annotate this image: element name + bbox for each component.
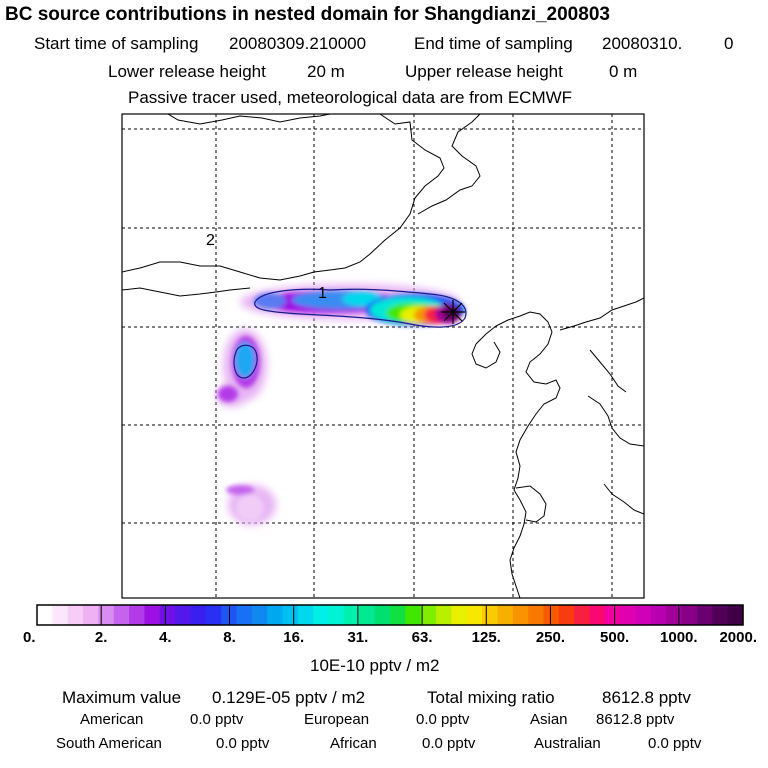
contour-label-1: 1 — [318, 285, 327, 302]
colorbar-swatch — [620, 605, 637, 625]
colorbar-tick-label: 125. — [472, 629, 501, 646]
tracer-note: Passive tracer used, meteorological data… — [128, 88, 573, 107]
region-american-value: 0.0 pptv — [190, 711, 244, 728]
colorbar-swatch — [113, 605, 130, 625]
colorbar-tick-label: 1000. — [660, 629, 698, 646]
colorbar-swatch — [190, 605, 207, 625]
coastline — [122, 114, 644, 598]
colorbar-swatch — [175, 605, 192, 625]
colorbar-swatch — [574, 605, 591, 625]
colorbar-swatch — [635, 605, 652, 625]
colorbar-swatch — [343, 605, 360, 625]
colorbar-swatch — [328, 605, 345, 625]
colorbar-swatch — [420, 605, 437, 625]
region-asian-name: Asian — [530, 711, 568, 728]
colorbar-swatch — [282, 605, 299, 625]
colorbar-swatch — [681, 605, 698, 625]
upper-height-label: Upper release height — [405, 62, 563, 81]
region-european-name: European — [304, 711, 370, 728]
colorbar-tick-label: 500. — [600, 629, 629, 646]
colorbar-swatch — [144, 605, 161, 625]
contour-label-2: 2 — [206, 232, 215, 249]
colorbar-unit: 10E-10 pptv / m2 — [310, 656, 440, 675]
colorbar-swatch — [666, 605, 683, 625]
colorbar-swatch — [712, 605, 729, 625]
upper-height-value: 0 m — [609, 62, 638, 81]
end-time-label: End time of sampling — [414, 34, 573, 53]
colorbar-swatch — [696, 605, 713, 625]
region-south-american-value: 0.0 pptv — [216, 735, 270, 752]
total-mixing-value: 8612.8 pptv — [602, 688, 691, 707]
colorbar-swatch — [650, 605, 667, 625]
max-value: 0.129E-05 pptv / m2 — [212, 688, 366, 707]
colorbar-tick-label: 2. — [95, 629, 108, 646]
colorbar-swatch — [129, 605, 146, 625]
station-cross-icon — [441, 300, 465, 324]
colorbar-tick-label: 250. — [536, 629, 565, 646]
total-mixing-label: Total mixing ratio — [427, 688, 555, 707]
colorbar-swatch — [727, 605, 744, 625]
colorbar-swatch — [436, 605, 452, 625]
colorbar-tick-label: 8. — [223, 629, 236, 646]
graticule — [122, 114, 644, 598]
colorbar-swatch — [405, 605, 422, 625]
region-african-name: African — [330, 735, 377, 752]
colorbar-swatch — [297, 605, 314, 625]
colorbar-swatch — [359, 605, 376, 625]
colorbar-swatch — [466, 605, 483, 625]
colorbar-swatch — [67, 605, 84, 625]
start-time-label: Start time of sampling — [34, 34, 199, 53]
colorbar-swatch — [604, 605, 621, 625]
colorbar-swatch — [83, 605, 99, 625]
lower-height-label: Lower release height — [108, 62, 266, 81]
region-american-name: American — [80, 711, 144, 728]
region-african-value: 0.0 pptv — [422, 735, 476, 752]
colorbar-tick-label: 63. — [412, 629, 433, 646]
colorbar-swatch — [52, 605, 69, 625]
colorbar-swatch — [267, 605, 284, 625]
region-south-american-name: South American — [56, 735, 162, 752]
colorbar-tick-label: 16. — [283, 629, 304, 646]
colorbar-tick-label: 2000. — [719, 629, 757, 646]
colorbar-swatch — [37, 605, 53, 625]
colorbar-swatch — [589, 605, 606, 625]
colorbar-swatch — [482, 605, 499, 625]
colorbar-swatch — [451, 605, 468, 625]
map-frame — [121, 113, 645, 599]
colorbar-swatch — [512, 605, 529, 625]
colorbar-swatch — [159, 605, 176, 625]
end-time-value: 20080310. — [602, 34, 683, 53]
colorbar-swatch — [528, 605, 545, 625]
lower-height-value: 20 m — [307, 62, 345, 81]
region-asian-value: 8612.8 pptv — [596, 711, 675, 728]
colorbar-swatch — [313, 605, 330, 625]
end-time-extra: 0 — [724, 34, 734, 53]
colorbar-swatch — [374, 605, 391, 625]
colorbar-swatch — [543, 605, 560, 625]
colorbar-tick-label: 4. — [159, 629, 172, 646]
colorbar-swatch — [497, 605, 514, 625]
colorbar-swatch — [236, 605, 253, 625]
region-australian-name: Australian — [534, 735, 601, 752]
colorbar-swatch — [390, 605, 406, 625]
region-european-value: 0.0 pptv — [416, 711, 470, 728]
max-value-label: Maximum value — [62, 688, 182, 707]
start-time-value: 20080309.210000 — [229, 34, 367, 53]
colorbar-tick-label: 31. — [347, 629, 368, 646]
region-australian-value: 0.0 pptv — [648, 735, 702, 752]
colorbar-tick-label: 0. — [23, 629, 36, 646]
colorbar-swatch — [98, 605, 115, 625]
map-title: BC source contributions in nested domain… — [5, 4, 610, 25]
plume-field — [216, 284, 467, 525]
colorbar-swatch — [251, 605, 268, 625]
colorbar-swatch — [558, 605, 575, 625]
colorbar-swatch — [205, 605, 222, 625]
